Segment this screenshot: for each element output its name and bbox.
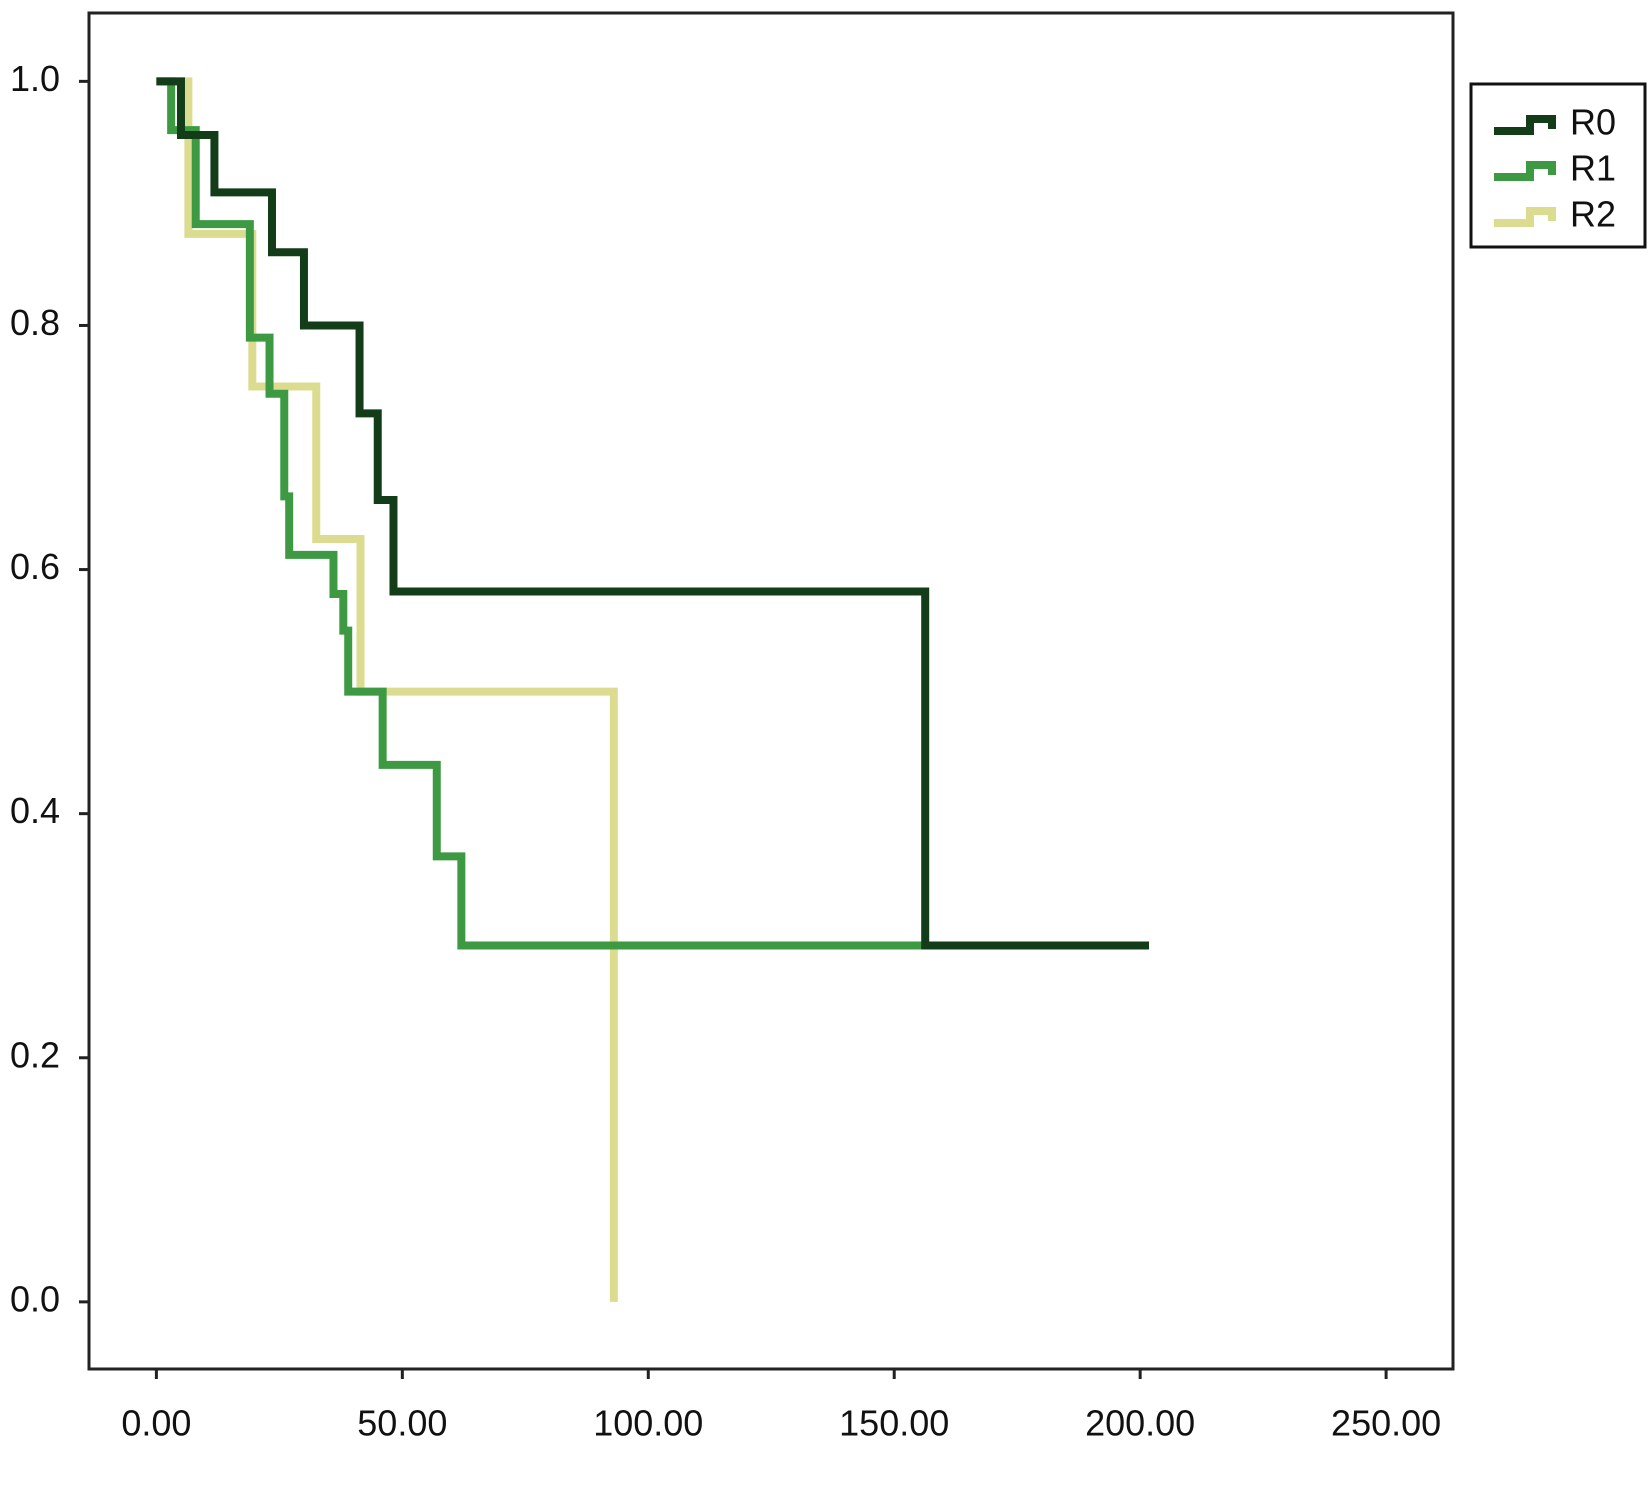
x-tick-label: 100.00 [593,1403,703,1444]
x-tick-label: 250.00 [1331,1403,1441,1444]
survival-curve [156,77,618,1302]
y-tick-label: 0.0 [10,1278,60,1319]
x-tick-label: 0.00 [121,1403,191,1444]
y-tick-label: 1.0 [10,58,60,99]
survival-curve [156,77,1150,950]
y-tick-label: 0.8 [10,302,60,343]
legend-label: R2 [1570,194,1616,235]
x-tick-label: 200.00 [1085,1403,1195,1444]
survival-curve [156,77,983,950]
legend-label: R1 [1570,148,1616,189]
legend-swatch [1494,207,1556,227]
y-tick-label: 0.4 [10,790,60,831]
legend-swatch [1494,115,1556,135]
legend-swatch [1494,161,1556,181]
y-tick-label: 0.6 [10,546,60,587]
legend-label: R0 [1570,102,1616,143]
plot-frame [87,11,1455,1371]
y-tick-label: 0.2 [10,1034,60,1075]
x-tick-label: 50.00 [357,1403,447,1444]
x-tick-label: 150.00 [839,1403,949,1444]
